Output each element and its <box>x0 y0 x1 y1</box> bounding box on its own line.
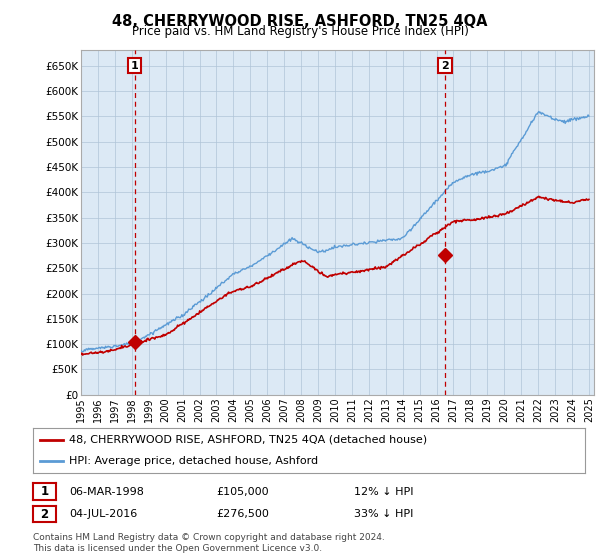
Text: Price paid vs. HM Land Registry's House Price Index (HPI): Price paid vs. HM Land Registry's House … <box>131 25 469 38</box>
Text: HPI: Average price, detached house, Ashford: HPI: Average price, detached house, Ashf… <box>69 456 318 466</box>
Text: 06-MAR-1998: 06-MAR-1998 <box>69 487 144 497</box>
Text: £105,000: £105,000 <box>216 487 269 497</box>
Text: 48, CHERRYWOOD RISE, ASHFORD, TN25 4QA: 48, CHERRYWOOD RISE, ASHFORD, TN25 4QA <box>112 14 488 29</box>
Text: £276,500: £276,500 <box>216 509 269 519</box>
Text: Contains HM Land Registry data © Crown copyright and database right 2024.
This d: Contains HM Land Registry data © Crown c… <box>33 533 385 553</box>
Text: 48, CHERRYWOOD RISE, ASHFORD, TN25 4QA (detached house): 48, CHERRYWOOD RISE, ASHFORD, TN25 4QA (… <box>69 435 427 445</box>
Text: 1: 1 <box>131 60 139 71</box>
Text: 04-JUL-2016: 04-JUL-2016 <box>69 509 137 519</box>
Text: 12% ↓ HPI: 12% ↓ HPI <box>354 487 413 497</box>
Text: 2: 2 <box>441 60 449 71</box>
Text: 1: 1 <box>40 485 49 498</box>
Text: 2: 2 <box>40 507 49 521</box>
Text: 33% ↓ HPI: 33% ↓ HPI <box>354 509 413 519</box>
